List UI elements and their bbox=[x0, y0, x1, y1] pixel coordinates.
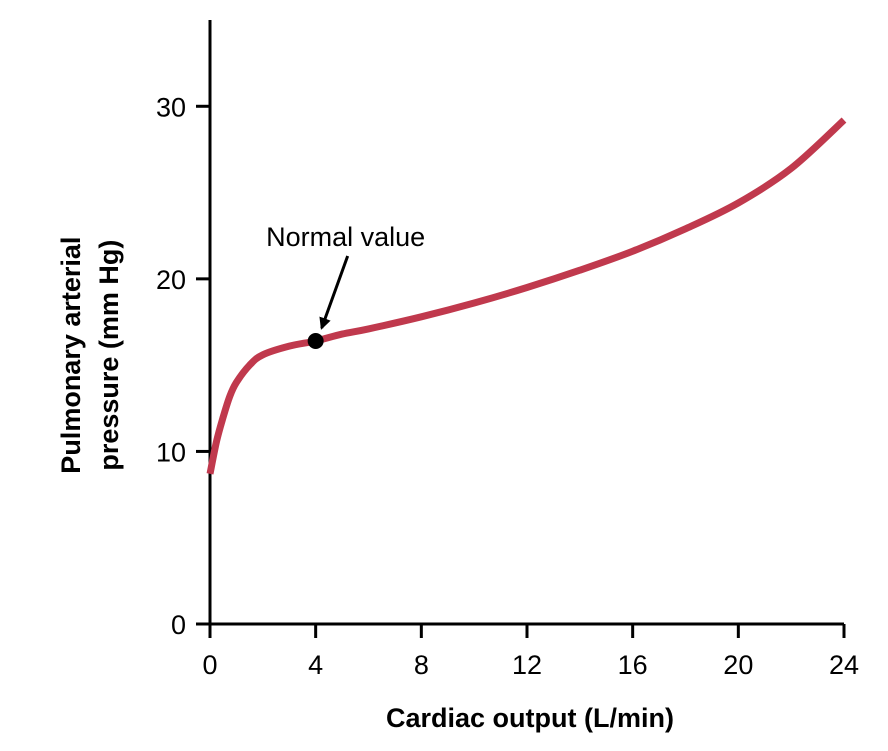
normal-value-label: Normal value bbox=[266, 222, 425, 252]
x-tick-label: 12 bbox=[512, 650, 542, 680]
y-tick-label: 0 bbox=[171, 610, 186, 640]
series-line-pulmonary-arterial-pressure bbox=[206, 117, 847, 475]
y-axis-title-line-2: pressure (mm Hg) bbox=[94, 240, 124, 471]
x-tick-label: 0 bbox=[202, 650, 217, 680]
x-tick-label: 4 bbox=[308, 650, 323, 680]
normal-value-point bbox=[307, 332, 324, 349]
x-tick-label: 20 bbox=[723, 650, 753, 680]
x-tick-label: 24 bbox=[829, 650, 859, 680]
x-tick-label: 8 bbox=[414, 650, 429, 680]
x-axis-ticks: 0 4 8 12 16 20 24 bbox=[202, 624, 859, 680]
y-tick-label: 20 bbox=[156, 265, 186, 295]
y-axis-title-line-1: Pulmonary arterial bbox=[56, 237, 86, 474]
y-tick-label: 10 bbox=[156, 437, 186, 467]
y-tick-label: 30 bbox=[156, 92, 186, 122]
y-axis-ticks: 0 10 20 30 bbox=[156, 92, 210, 640]
x-tick-label: 16 bbox=[618, 650, 648, 680]
axes bbox=[208, 20, 844, 626]
normal-value-arrow bbox=[319, 255, 350, 330]
x-axis-title: Cardiac output (L/min) bbox=[386, 703, 674, 733]
